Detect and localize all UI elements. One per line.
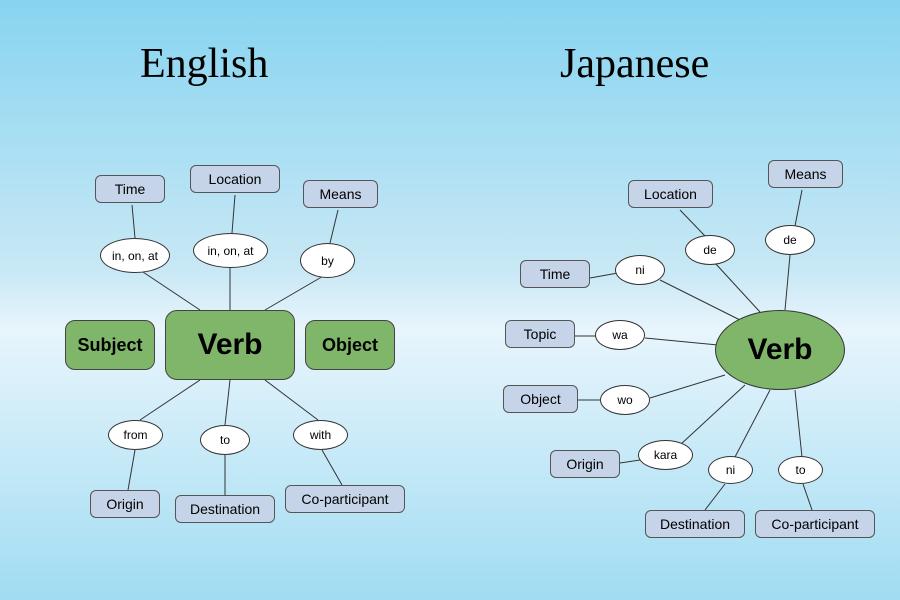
english-particle-means: by (300, 243, 355, 278)
japanese-particle-time: ni (615, 255, 665, 285)
english-particle-coparticipant: with (293, 420, 348, 450)
title-japanese: Japanese (560, 40, 709, 88)
japanese-role-means: Means (768, 160, 843, 188)
english-object: Object (305, 320, 395, 370)
english-particle-origin: from (108, 420, 163, 450)
japanese-role-location: Location (628, 180, 713, 208)
english-particle-time: in, on, at (100, 238, 170, 273)
english-role-location: Location (190, 165, 280, 193)
english-verb: Verb (165, 310, 295, 380)
title-english: English (140, 40, 268, 88)
japanese-particle-coparticipant: to (778, 456, 823, 484)
japanese-particle-location: de (685, 235, 735, 265)
japanese-role-destination: Destination (645, 510, 745, 538)
japanese-particle-means: de (765, 225, 815, 255)
english-role-destination: Destination (175, 495, 275, 523)
japanese-role-coparticipant: Co-participant (755, 510, 875, 538)
japanese-role-time: Time (520, 260, 590, 288)
japanese-role-object: Object (503, 385, 578, 413)
english-role-means: Means (303, 180, 378, 208)
japanese-particle-object: wo (600, 385, 650, 415)
english-role-coparticipant: Co-participant (285, 485, 405, 513)
japanese-particle-destination: ni (708, 456, 753, 484)
english-subject: Subject (65, 320, 155, 370)
english-particle-location: in, on, at (193, 233, 268, 268)
japanese-particle-topic: wa (595, 320, 645, 350)
english-role-time: Time (95, 175, 165, 203)
japanese-role-topic: Topic (505, 320, 575, 348)
english-particle-destination: to (200, 425, 250, 455)
japanese-role-origin: Origin (550, 450, 620, 478)
english-role-origin: Origin (90, 490, 160, 518)
japanese-verb: Verb (715, 310, 845, 390)
japanese-particle-origin: kara (638, 440, 693, 470)
